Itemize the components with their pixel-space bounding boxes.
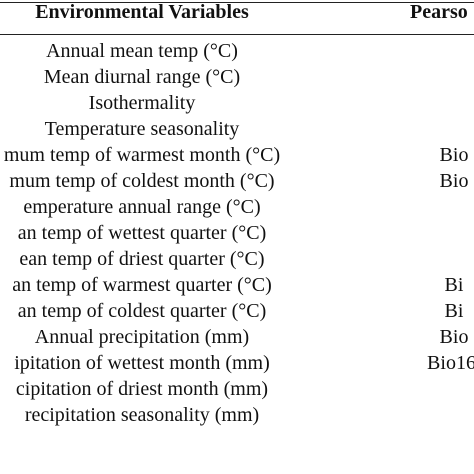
table-body: Annual mean temp (°C) Mean diurnal range… bbox=[0, 38, 474, 428]
table-row: an temp of warmest quarter (°C) Bi bbox=[0, 272, 474, 298]
variable-cell: mum temp of coldest month (°C) bbox=[9, 170, 275, 192]
pearson-cell: Bi bbox=[444, 300, 464, 322]
table-row: ipitation of wettest month (mm) Bio16, bbox=[0, 350, 474, 376]
table-row: Annual mean temp (°C) bbox=[0, 38, 474, 64]
table-row: mum temp of coldest month (°C) Bio bbox=[0, 168, 474, 194]
table-row: an temp of coldest quarter (°C) Bi bbox=[0, 298, 474, 324]
variable-cell: Temperature seasonality bbox=[44, 118, 240, 140]
pearson-cell: Bio bbox=[439, 144, 469, 166]
pearson-cell: Bio bbox=[439, 170, 469, 192]
table-row: Isothermality bbox=[0, 90, 474, 116]
variable-cell: emperature annual range (°C) bbox=[23, 196, 261, 218]
variable-cell: recipitation seasonality (mm) bbox=[24, 404, 260, 426]
variable-cell: ean temp of driest quarter (°C) bbox=[19, 248, 265, 270]
table-header-rule bbox=[0, 34, 474, 35]
table-row: Annual precipitation (mm) Bio bbox=[0, 324, 474, 350]
variable-cell: Mean diurnal range (°C) bbox=[43, 66, 241, 88]
table-row: mum temp of warmest month (°C) Bio bbox=[0, 142, 474, 168]
table-top-rule bbox=[0, 2, 474, 3]
table-row: ean temp of driest quarter (°C) bbox=[0, 246, 474, 272]
variable-cell: cipitation of driest month (mm) bbox=[15, 378, 269, 400]
header-pearson: Pearso bbox=[410, 1, 468, 23]
variable-cell: Isothermality bbox=[88, 92, 196, 114]
table-header: Environmental Variables Pearso bbox=[0, 0, 474, 34]
pearson-cell: Bio16, bbox=[427, 352, 474, 374]
table-row: Temperature seasonality bbox=[0, 116, 474, 142]
variable-cell: Annual mean temp (°C) bbox=[46, 40, 238, 62]
variable-cell: mum temp of warmest month (°C) bbox=[3, 144, 281, 166]
header-environmental-variables: Environmental Variables bbox=[35, 1, 249, 23]
variable-cell: an temp of coldest quarter (°C) bbox=[17, 300, 267, 322]
pearson-cell: Bi bbox=[444, 274, 464, 296]
table-row: recipitation seasonality (mm) bbox=[0, 402, 474, 428]
variable-cell: an temp of warmest quarter (°C) bbox=[12, 274, 272, 296]
table-row: Mean diurnal range (°C) bbox=[0, 64, 474, 90]
pearson-cell: Bio bbox=[439, 326, 469, 348]
variable-cell: ipitation of wettest month (mm) bbox=[14, 352, 270, 374]
variable-cell: an temp of wettest quarter (°C) bbox=[17, 222, 267, 244]
table-row: cipitation of driest month (mm) bbox=[0, 376, 474, 402]
table-row: an temp of wettest quarter (°C) bbox=[0, 220, 474, 246]
variable-cell: Annual precipitation (mm) bbox=[34, 326, 250, 348]
table-row: emperature annual range (°C) bbox=[0, 194, 474, 220]
